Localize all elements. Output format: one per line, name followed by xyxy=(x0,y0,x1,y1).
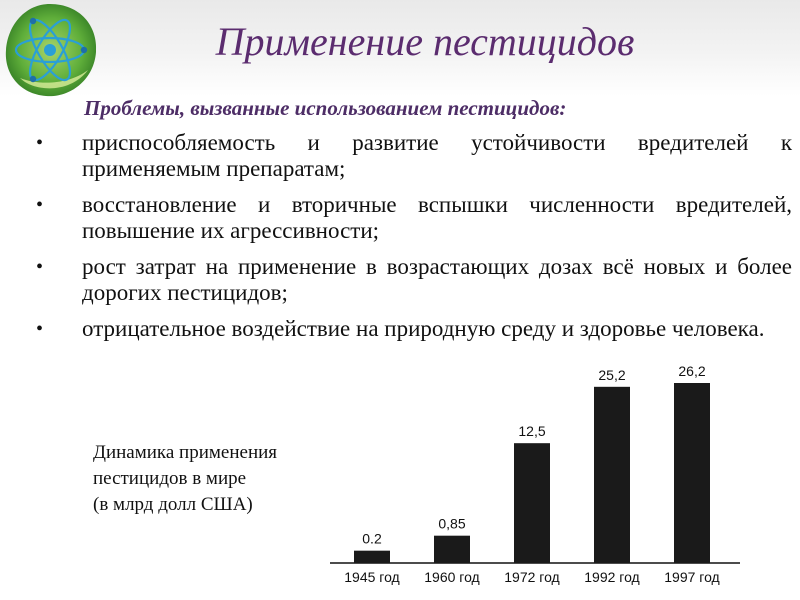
caption-line: Динамика применения xyxy=(93,442,278,463)
caption-line: (в млрд долл США) xyxy=(93,494,253,515)
bullet-icon: • xyxy=(36,194,44,216)
x-tick-label: 1997 год xyxy=(664,569,719,585)
bar-value-label: 0.2 xyxy=(362,531,382,547)
list-item: • рост затрат на применение в возрастающ… xyxy=(36,254,792,306)
bar-1972-год xyxy=(514,443,550,563)
bar-value-label: 0,85 xyxy=(438,516,465,532)
pesticide-spending-chart: 0.2 1945 год 0,85 1960 год 12,5 1972 год 25,2 1… xyxy=(330,363,740,585)
x-tick-label: 1972 год xyxy=(504,569,559,585)
bullet-icon: • xyxy=(36,132,44,154)
bar-1945-год xyxy=(354,550,390,563)
bullet-icon: • xyxy=(36,256,44,278)
bar-1960-год xyxy=(434,535,470,563)
list-item: • отрицательное воздействие на природную… xyxy=(36,316,792,342)
list-item: • приспособляемость и развитие устойчиво… xyxy=(36,130,792,182)
list-item-text: отрицательное воздействие на природную с… xyxy=(82,316,765,341)
bullet-icon: • xyxy=(36,318,44,340)
title-band xyxy=(0,0,800,96)
list-item: • восстановление и вторичные вспышки чис… xyxy=(36,192,792,244)
caption-line: пестицидов в мире xyxy=(93,468,247,489)
slide-title: Применение пестицидов xyxy=(215,19,635,64)
list-item-text: приспособляемость и развитие устойчивост… xyxy=(82,130,792,181)
problems-list: • приспособляемость и развитие устойчиво… xyxy=(36,130,792,352)
bar-value-label: 26,2 xyxy=(678,363,705,379)
bar-value-label: 12,5 xyxy=(518,423,545,439)
x-tick-label: 1992 год xyxy=(584,569,639,585)
atom-leaf-logo-icon xyxy=(5,4,97,97)
bar-1997-год xyxy=(674,383,710,563)
bar-1992-год xyxy=(594,386,630,563)
x-tick-label: 1960 год xyxy=(424,569,479,585)
list-item-text: восстановление и вторичные вспышки числе… xyxy=(82,192,792,243)
problems-subtitle: Проблемы, вызванные использованием пести… xyxy=(84,96,567,120)
x-tick-label: 1945 год xyxy=(344,569,399,585)
list-item-text: рост затрат на применение в возрастающих… xyxy=(82,254,792,305)
chart-caption: Динамика применения пестицидов в мире (в… xyxy=(93,440,277,518)
bar-value-label: 25,2 xyxy=(598,367,625,383)
